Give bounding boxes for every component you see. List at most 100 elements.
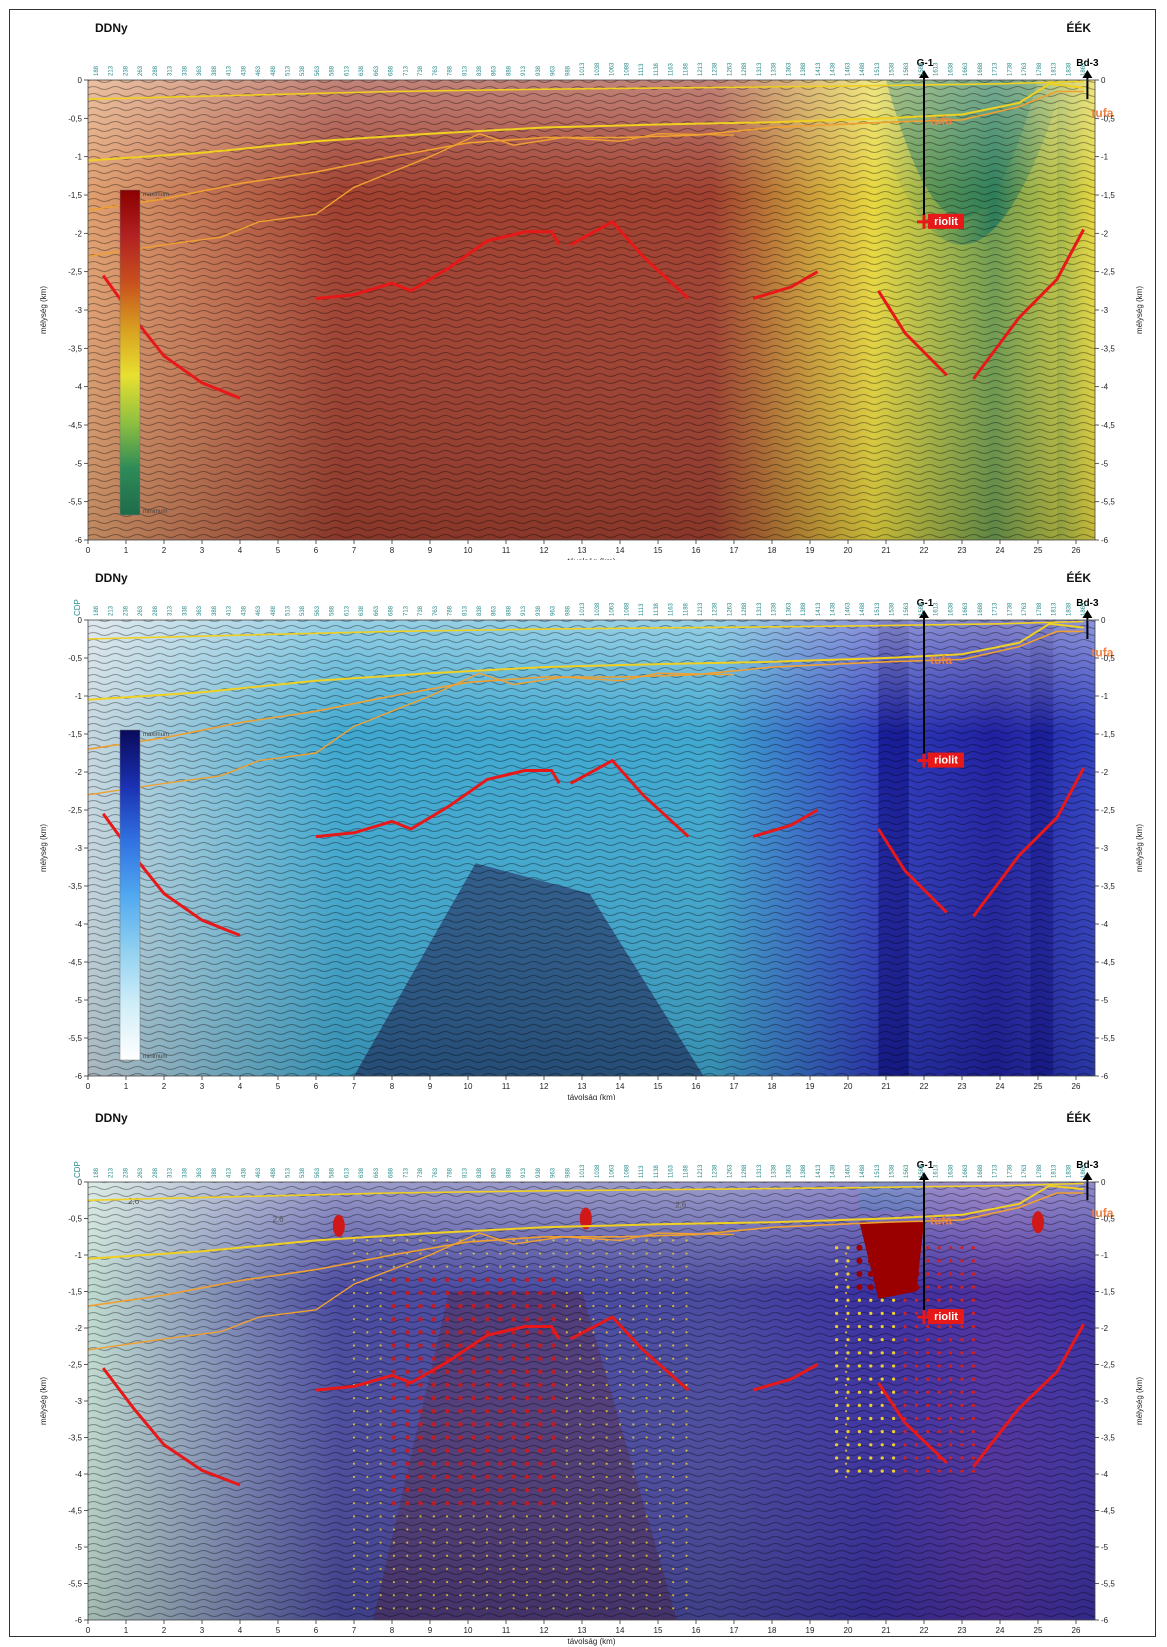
x-tick-label: 1	[124, 1626, 129, 1635]
velocity-point	[392, 1370, 397, 1375]
velocity-point	[458, 1383, 463, 1388]
y-tick-label-right: -6	[1101, 1616, 1109, 1625]
cdp-tick-label: 238	[123, 605, 129, 616]
cdp-tick-label: 263	[138, 1167, 144, 1178]
velocity-point	[619, 1515, 621, 1517]
velocity-point	[405, 1475, 410, 1480]
x-tick-label: 20	[844, 1626, 853, 1635]
velocity-point	[566, 1239, 568, 1241]
cdp-tick-label: 1463	[845, 602, 851, 616]
velocity-point	[845, 1344, 847, 1346]
velocity-point	[353, 1502, 355, 1504]
velocity-point	[405, 1304, 410, 1309]
velocity-point	[566, 1476, 568, 1478]
velocity-point	[458, 1278, 463, 1283]
velocity-point	[446, 1568, 448, 1570]
velocity-point	[432, 1435, 437, 1440]
velocity-point	[881, 1469, 884, 1472]
velocity-point	[498, 1356, 503, 1361]
velocity-point	[486, 1542, 488, 1544]
velocity-point	[685, 1279, 687, 1281]
velocity-point	[566, 1450, 568, 1452]
velocity-point	[949, 1417, 952, 1420]
cdp-tick-label: 1738	[1007, 1164, 1013, 1178]
velocity-point	[406, 1568, 408, 1570]
velocity-point	[926, 1469, 929, 1472]
velocity-point	[892, 1299, 895, 1302]
velocity-point	[903, 1351, 906, 1354]
velocity-point	[566, 1555, 568, 1557]
velocity-point	[513, 1542, 515, 1544]
cdp-tick-label: 1263	[727, 602, 733, 616]
velocity-point	[446, 1542, 448, 1544]
x-tick-label: 7	[352, 1082, 357, 1091]
velocity-point	[869, 1456, 872, 1459]
tufa-label: tufa	[930, 1213, 952, 1227]
velocity-point	[353, 1463, 355, 1465]
velocity-point	[672, 1239, 674, 1241]
velocity-point	[845, 1266, 847, 1268]
cdp-tick-label: 1013	[580, 62, 586, 76]
velocity-point	[525, 1291, 530, 1296]
velocity-point	[433, 1515, 435, 1517]
cdp-tick-label: 263	[138, 65, 144, 76]
y-tick-label-right: -3,5	[1101, 344, 1115, 353]
velocity-point	[845, 1397, 847, 1399]
velocity-point	[380, 1318, 382, 1320]
velocity-point	[606, 1279, 608, 1281]
y-tick-label-left: -6	[75, 536, 83, 545]
velocity-point	[845, 1305, 847, 1307]
velocity-point	[566, 1542, 568, 1544]
velocity-point	[938, 1443, 941, 1446]
color-legend-bar	[120, 190, 140, 515]
cdp-tick-label: 1138	[654, 1164, 660, 1178]
cdp-tick-label: 1713	[993, 62, 999, 76]
y-tick-label-left: -5	[75, 459, 83, 468]
velocity-point	[881, 1325, 884, 1328]
y-tick-label-right: -3	[1101, 1397, 1109, 1406]
velocity-point	[353, 1489, 355, 1491]
section-top: G-1 Bd-3tufatufariolitDDNy ÉÉK188 213 238 263…	[0, 0, 1167, 560]
velocity-point	[869, 1417, 872, 1420]
velocity-point	[445, 1488, 450, 1493]
y-tick-label-right: -2,5	[1101, 1361, 1115, 1370]
cdp-tick-label: 438	[241, 605, 247, 616]
velocity-point	[539, 1594, 541, 1596]
velocity-point	[445, 1435, 450, 1440]
velocity-point	[592, 1305, 594, 1307]
velocity-point	[659, 1542, 661, 1544]
velocity-point	[525, 1383, 530, 1388]
velocity-point	[525, 1461, 530, 1466]
cdp-tick-label: 1188	[683, 602, 689, 616]
velocity-point	[972, 1312, 975, 1315]
x-tick-label: 13	[578, 1626, 587, 1635]
velocity-point	[892, 1325, 895, 1328]
cdp-tick-label: 838	[477, 1167, 483, 1178]
velocity-point	[835, 1404, 838, 1407]
velocity-point	[869, 1351, 872, 1354]
velocity-point	[353, 1476, 355, 1478]
x-tick-label: 26	[1072, 1082, 1081, 1091]
velocity-point	[406, 1581, 408, 1583]
velocity-point	[446, 1266, 448, 1268]
velocity-point	[949, 1364, 952, 1367]
velocity-point	[846, 1443, 849, 1446]
velocity-point	[685, 1331, 687, 1333]
velocity-point	[659, 1423, 661, 1425]
cdp-tick-label: 638	[359, 1167, 365, 1178]
velocity-point	[672, 1252, 674, 1254]
tufa-label: tufa	[930, 653, 952, 667]
y-tick-label-left: -5,5	[68, 1034, 82, 1043]
velocity-point	[392, 1317, 397, 1322]
velocity-point	[685, 1581, 687, 1583]
velocity-point	[949, 1430, 952, 1433]
velocity-point	[949, 1443, 952, 1446]
cdp-tick-label: 663	[374, 605, 380, 616]
velocity-point	[672, 1318, 674, 1320]
velocity-point	[858, 1378, 861, 1381]
cdp-tick-label: 1838	[1066, 1164, 1072, 1178]
velocity-point	[646, 1594, 648, 1596]
cdp-tick-label: 263	[138, 605, 144, 616]
velocity-point	[903, 1404, 906, 1407]
cdp-tick-label: 888	[506, 605, 512, 616]
